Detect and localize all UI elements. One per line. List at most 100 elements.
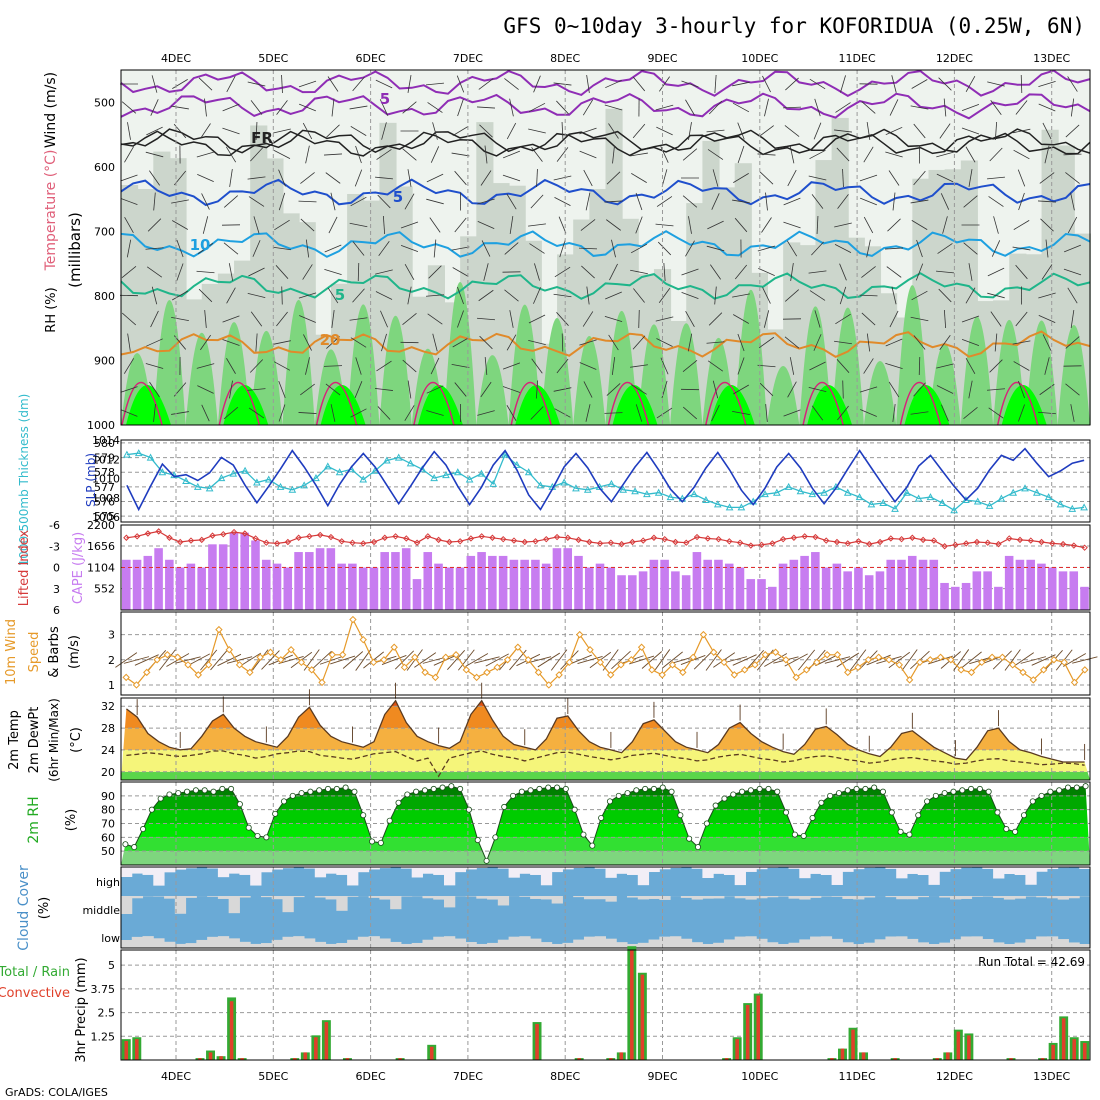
rh-marker bbox=[210, 788, 217, 795]
wind-barb bbox=[732, 102, 750, 113]
wind-barb bbox=[859, 386, 878, 393]
wind-barb bbox=[123, 358, 135, 374]
wind-speed-marker bbox=[369, 658, 378, 667]
thickness-marker bbox=[902, 488, 911, 496]
rh-marker bbox=[976, 785, 983, 792]
surface-wind-barb bbox=[457, 649, 475, 671]
li-marker bbox=[952, 541, 959, 549]
wind-barb bbox=[583, 381, 593, 398]
cloud-high-clear bbox=[519, 867, 531, 874]
cape-bar bbox=[628, 575, 637, 610]
rh-marker bbox=[377, 839, 384, 846]
wind-barb bbox=[1065, 172, 1080, 184]
wind-barb bbox=[842, 168, 844, 188]
thickness-marker bbox=[631, 487, 639, 495]
cloud-middle-clear bbox=[217, 896, 230, 899]
thickness-marker bbox=[205, 484, 214, 492]
wind-speed-marker bbox=[648, 666, 656, 674]
wind-speed-marker bbox=[235, 661, 244, 669]
li-marker bbox=[596, 540, 604, 547]
wind-barb bbox=[433, 239, 437, 258]
precip-convective-bar bbox=[240, 1058, 244, 1060]
wind-barb bbox=[582, 99, 594, 116]
cloud-low-clear bbox=[519, 936, 531, 948]
wind-barb bbox=[150, 99, 159, 116]
surface-wind-barb bbox=[342, 651, 364, 669]
wind-barb bbox=[429, 217, 441, 233]
wind-speed-marker bbox=[1081, 666, 1089, 674]
wind-barb bbox=[556, 100, 569, 115]
slp-tick: 1012 bbox=[92, 453, 120, 466]
wind-barb bbox=[198, 77, 213, 91]
cloud-high-clear bbox=[659, 867, 671, 870]
temp-units-label: (°C) bbox=[69, 727, 84, 753]
wind-barb bbox=[936, 173, 954, 183]
rh-band bbox=[121, 837, 1090, 852]
wind-barb bbox=[911, 290, 928, 301]
rh-marker bbox=[589, 842, 596, 849]
wind-barb bbox=[991, 240, 1001, 257]
li-marker bbox=[1006, 535, 1013, 542]
cape-bar bbox=[294, 552, 303, 610]
wind-barb bbox=[479, 335, 493, 350]
wind-barb bbox=[457, 98, 464, 117]
wind-barb bbox=[891, 75, 897, 93]
wind-barb bbox=[789, 145, 795, 164]
li-marker bbox=[876, 538, 884, 546]
wind-barb bbox=[273, 246, 291, 251]
wind-barb bbox=[681, 268, 699, 276]
wind-barb bbox=[554, 196, 571, 207]
cape-bar bbox=[509, 559, 519, 610]
wind-barb bbox=[149, 170, 160, 186]
cloud-low-clear bbox=[508, 936, 520, 948]
cloud-low-clear bbox=[271, 939, 283, 948]
wind-speed-marker bbox=[421, 668, 429, 677]
thickness-marker bbox=[583, 485, 592, 493]
li-marker bbox=[349, 539, 356, 546]
precip-convective-bar bbox=[1082, 1042, 1087, 1060]
wind-barb bbox=[196, 270, 215, 274]
wind-barb bbox=[149, 381, 160, 398]
slp-tick: 1014 bbox=[92, 434, 120, 447]
wind-barb bbox=[477, 220, 495, 230]
wind-barb bbox=[559, 239, 566, 258]
wind-speed-marker bbox=[256, 653, 264, 661]
cloud-high-clear bbox=[142, 867, 154, 875]
cloud-middle-clear bbox=[422, 896, 434, 899]
wind-barb bbox=[400, 221, 419, 229]
wind-barb bbox=[943, 98, 947, 117]
cloud-middle-clear bbox=[390, 896, 402, 910]
cape-bar bbox=[940, 582, 949, 610]
cloud-middle-clear bbox=[713, 896, 725, 899]
thickness-marker bbox=[654, 488, 663, 496]
cloud-high-clear bbox=[282, 867, 294, 869]
cloud-high-clear bbox=[314, 867, 327, 878]
wind-speed-marker bbox=[163, 651, 172, 659]
cloud-low-clear bbox=[777, 943, 790, 948]
wind-barb bbox=[509, 216, 514, 234]
wind-barb bbox=[578, 247, 598, 250]
wind-barb bbox=[612, 145, 615, 164]
wind-barb bbox=[426, 82, 444, 86]
cloud-middle-clear bbox=[487, 896, 499, 900]
wind-barb bbox=[737, 145, 745, 164]
wind-barb bbox=[278, 192, 286, 211]
thickness-marker bbox=[855, 493, 864, 501]
cloud-middle-clear bbox=[1003, 896, 1016, 900]
wind-barb bbox=[891, 286, 897, 305]
cloud-low-clear bbox=[831, 938, 843, 948]
wind-speed-marker bbox=[132, 681, 141, 689]
precip-convective-bar bbox=[745, 1005, 750, 1060]
cape-bar bbox=[821, 567, 831, 610]
rh-marker bbox=[501, 803, 508, 810]
wind-barb bbox=[481, 240, 491, 257]
wind-barb bbox=[427, 102, 443, 113]
pressure-tick: 1000 bbox=[87, 419, 115, 432]
li-marker bbox=[155, 528, 162, 535]
wind-barb bbox=[380, 310, 388, 328]
wind-barb bbox=[783, 221, 801, 229]
isotherm-label: FR bbox=[251, 129, 273, 147]
wind-barb bbox=[404, 405, 415, 421]
cloud-low-clear bbox=[680, 938, 693, 948]
wind-speed-marker bbox=[658, 671, 666, 679]
